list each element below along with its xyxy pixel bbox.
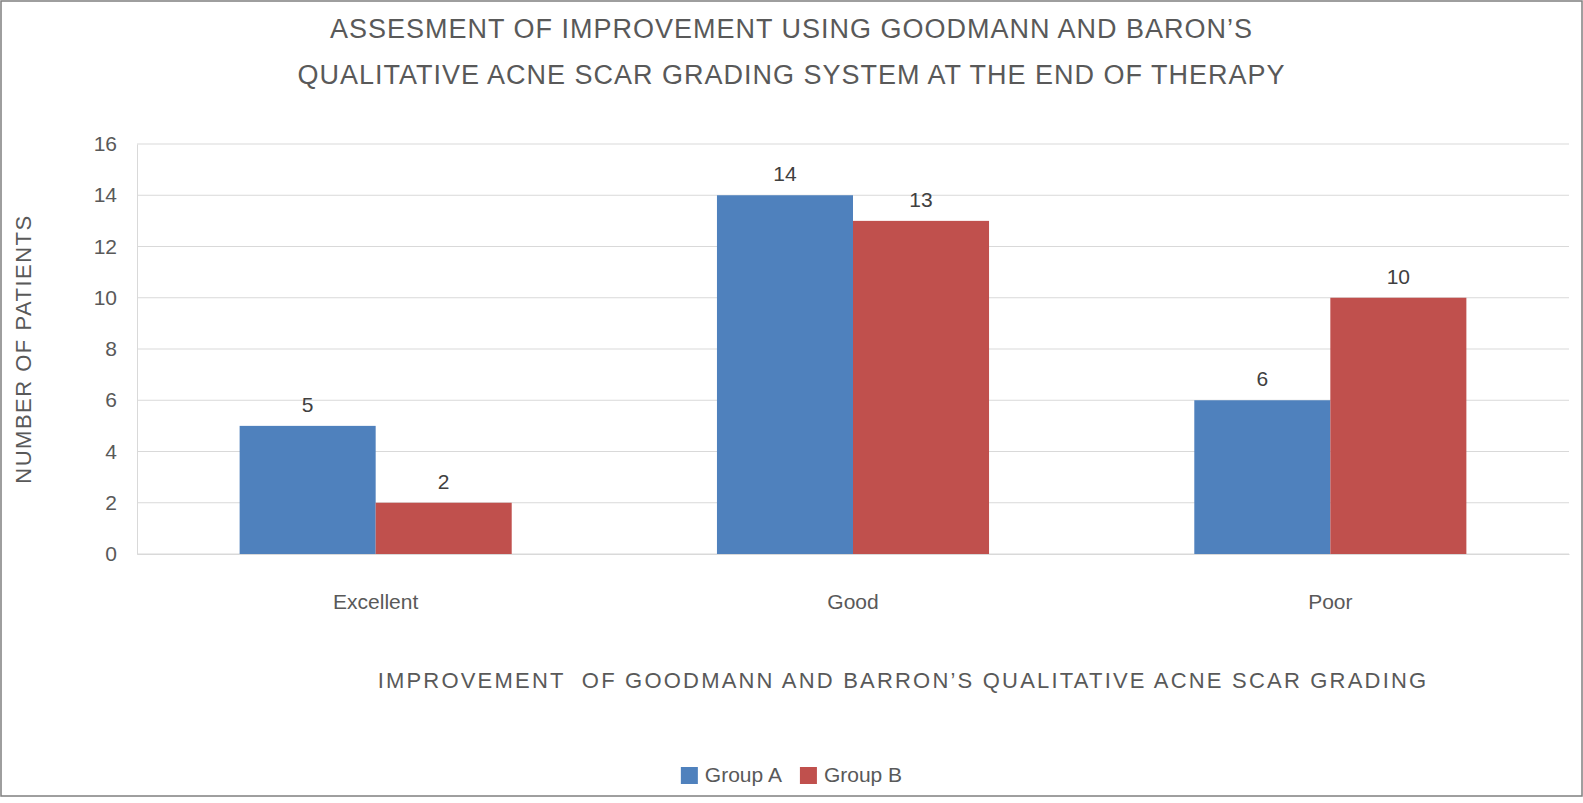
y-tick-label: 16	[94, 132, 117, 155]
x-tick: Poor	[1308, 554, 1352, 613]
y-tick-label: 0	[105, 542, 117, 565]
bars	[240, 195, 1467, 554]
data-label: 5	[302, 393, 314, 416]
data-labels: 5 14 6 2 13 10	[302, 162, 1410, 493]
x-tick-label: Poor	[1308, 590, 1352, 613]
grid-line	[137, 143, 1569, 144]
legend-label: Group B	[824, 763, 902, 786]
legend-label: Group A	[705, 763, 782, 786]
y-tick-label: 6	[105, 388, 117, 411]
y-axis: 0 2 4 6 8 10 12 14 16	[94, 132, 138, 565]
data-label: 13	[909, 188, 932, 211]
y-tick: 0	[105, 542, 137, 565]
y-tick: 2	[105, 491, 137, 514]
bar	[1330, 298, 1466, 554]
y-tick-label: 8	[105, 337, 117, 360]
x-axis-line	[138, 554, 1570, 555]
y-tick: 16	[94, 132, 137, 155]
data-label: 6	[1256, 367, 1268, 390]
legend-swatch	[800, 767, 817, 784]
x-tick: Excellent	[333, 554, 418, 613]
bar	[853, 221, 989, 554]
y-axis-line	[137, 145, 138, 555]
y-tick: 12	[94, 235, 137, 258]
y-tick-label: 12	[94, 235, 117, 258]
legend-swatch	[681, 767, 698, 784]
y-tick-label: 10	[94, 286, 117, 309]
chart-title: ASSESMENT OF IMPROVEMENT USING GOODMANN …	[297, 14, 1285, 90]
y-tick: 14	[94, 183, 137, 206]
y-tick: 4	[105, 440, 137, 463]
y-tick-label: 2	[105, 491, 117, 514]
x-tick-label: Excellent	[333, 590, 418, 613]
y-tick: 8	[105, 337, 137, 360]
y-tick: 6	[105, 388, 137, 411]
chart: ASSESMENT OF IMPROVEMENT USING GOODMANN …	[0, 0, 1583, 803]
x-axis-title: IMPROVEMENT OF GOODMANN AND BARRON’S QUA…	[378, 668, 1429, 693]
y-axis-title: NUMBER OF PATIENTS	[11, 214, 36, 483]
data-label: 14	[773, 162, 797, 185]
chart-title-line: ASSESMENT OF IMPROVEMENT USING GOODMANN …	[330, 14, 1253, 44]
chart-title-line: QUALITATIVE ACNE SCAR GRADING SYSTEM AT …	[297, 60, 1285, 90]
bar	[717, 195, 853, 554]
y-tick-label: 14	[94, 183, 118, 206]
bar	[240, 426, 376, 554]
bar	[1194, 400, 1330, 554]
bar	[376, 503, 512, 554]
legend-item: Group A	[681, 763, 782, 786]
legend: Group A Group B	[681, 763, 902, 786]
x-axis: Excellent Good Poor	[138, 554, 1570, 613]
data-label: 2	[438, 470, 450, 493]
grid	[137, 144, 1569, 554]
y-tick-label: 4	[105, 440, 117, 463]
data-label: 10	[1387, 265, 1410, 288]
x-tick: Good	[827, 554, 878, 613]
x-tick-label: Good	[827, 590, 878, 613]
chart-frame	[1, 1, 1582, 796]
legend-item: Group B	[800, 763, 902, 786]
y-tick: 10	[94, 286, 137, 309]
